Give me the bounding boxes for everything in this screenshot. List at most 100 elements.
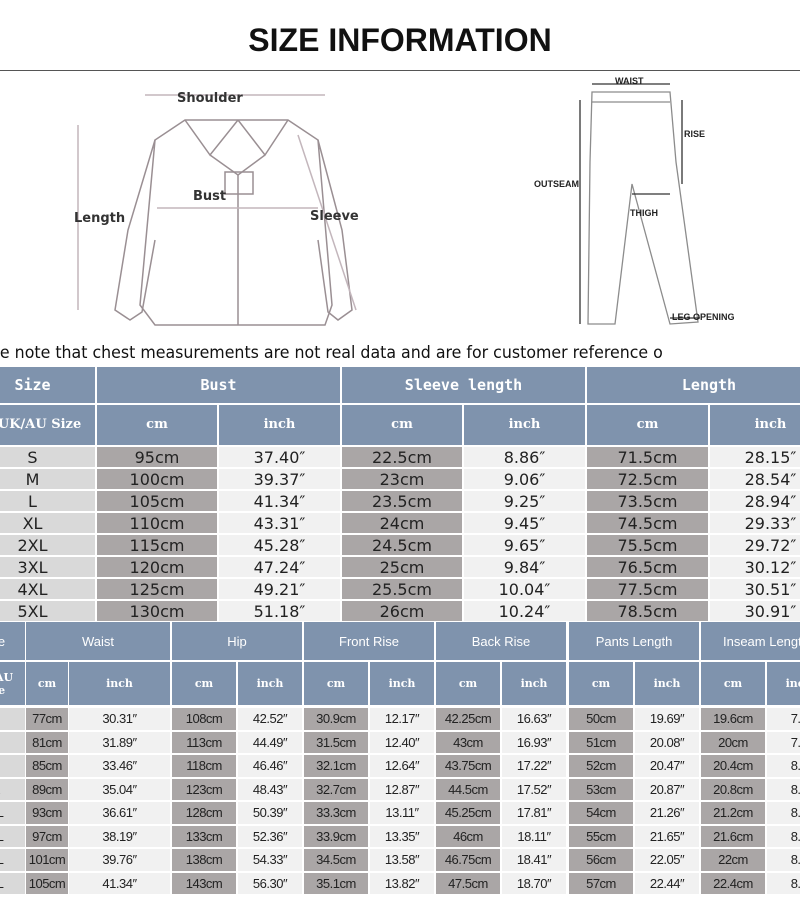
size-cell: 2XL [0,802,25,824]
measurement-cell: 24.5cm [342,535,462,555]
measurement-cell: 51cm [569,731,633,753]
measurement-cell: 30.9cm [304,708,368,730]
measurement-cell: 130cm [97,601,217,621]
measurement-cell: 29.33″ [710,513,800,533]
waist-label: WAIST [615,76,644,86]
measurement-cell: 12.40″ [370,731,434,753]
measurement-cell: 20.87″ [635,778,699,800]
measurement-cell: 20.08″ [635,731,699,753]
size-cell: 5XL [0,601,95,621]
measurement-cell: 10.04″ [464,579,585,599]
measurement-cell: 32.7cm [304,778,368,800]
measurement-cell: 9.65″ [464,535,585,555]
header-hip: Hip [172,622,302,660]
measurement-cell: 46cm [436,825,500,847]
measurement-cell: 26cm [342,601,462,621]
thigh-label: THIGH [630,208,658,218]
measurement-cell: 7.8 [767,731,800,753]
subheader-unit: cm [97,405,217,445]
measurement-cell: 46.75cm [436,849,500,871]
measurement-cell: 30.31″ [69,708,170,730]
measurement-cell: 13.82″ [370,872,434,894]
measurement-cell: 71.5cm [587,447,708,467]
measurement-cell: 8.5 [767,825,800,847]
measurement-cell: 101cm [26,849,68,871]
measurement-cell: 123cm [172,778,236,800]
measurement-cell: 25cm [342,557,462,577]
measurement-cell: 43.75cm [436,755,500,777]
measurement-cell: 42.52″ [238,708,302,730]
measurement-cell: 50.39″ [238,802,302,824]
measurement-cell: 105cm [26,872,68,894]
measurement-cell: 19.6cm [701,708,765,730]
measurement-cell: 28.94″ [710,491,800,511]
measurement-cell: 30.12″ [710,557,800,577]
header-length: Length [587,367,800,403]
measurement-cell: 52cm [569,755,633,777]
measurement-cell: 31.5cm [304,731,368,753]
measurement-cell: 57cm [569,872,633,894]
size-cell: 4XL [0,849,25,871]
measurement-cell: 74.5cm [587,513,708,533]
measurement-cell: 10.24″ [464,601,585,621]
measurement-cell: 7.7 [767,708,800,730]
size-cell: S [0,708,25,730]
measurement-cell: 53cm [569,778,633,800]
measurement-cell: 33.3cm [304,802,368,824]
size-cell: 3XL [0,557,95,577]
measurement-cell: 18.70″ [502,872,566,894]
measurement-note: ase note that chest measurements are not… [0,343,663,363]
header-inseam-length: Inseam Length [701,622,800,660]
header-size: Size [0,367,95,403]
measurement-cell: 50cm [569,708,633,730]
measurement-cell: 75.5cm [587,535,708,555]
header-size: Size [0,622,25,660]
subheader-size: UK/AU Size [0,662,25,705]
measurement-cell: 17.22″ [502,755,566,777]
measurement-cell: 95cm [97,447,217,467]
measurement-cell: 43.31″ [219,513,340,533]
measurement-cell: 16.93″ [502,731,566,753]
measurement-cell: 77.5cm [587,579,708,599]
leg-opening-label: LEG OPENING [672,312,735,322]
measurement-cell: 128cm [172,802,236,824]
measurement-cell: 31.89″ [69,731,170,753]
measurement-cell: 108cm [172,708,236,730]
measurement-cell: 39.37″ [219,469,340,489]
size-cell: 5XL [0,872,25,894]
size-cell: S [0,447,95,467]
measurement-cell: 51.18″ [219,601,340,621]
measurement-cell: 47.24″ [219,557,340,577]
measurement-cell: 54cm [569,802,633,824]
measurement-cell: 8.1 [767,778,800,800]
measurement-cell: 21.65″ [635,825,699,847]
subheader-unit: inch [238,662,302,705]
measurement-cell: 93cm [26,802,68,824]
measurement-cell: 28.54″ [710,469,800,489]
subheader-size: S/UK/AU Size [0,405,95,445]
measurement-cell: 9.45″ [464,513,585,533]
size-cell: M [0,469,95,489]
subheader-unit: cm [172,662,236,705]
measurement-cell: 45.28″ [219,535,340,555]
measurement-cell: 76.5cm [587,557,708,577]
measurement-cell: 32.1cm [304,755,368,777]
size-cell: 4XL [0,579,95,599]
subheader-unit: inch [635,662,699,705]
measurement-cell: 78.5cm [587,601,708,621]
measurement-cell: 17.52″ [502,778,566,800]
measurement-cell: 43cm [436,731,500,753]
measurement-cell: 48.43″ [238,778,302,800]
measurement-cell: 9.06″ [464,469,585,489]
measurement-cell: 12.87″ [370,778,434,800]
measurement-cell: 12.64″ [370,755,434,777]
shirt-diagram: Shoulder Bust Length Sleeve [74,91,359,326]
pants-diagram: WAIST RISE OUTSEAM THIGH LEG OPENING [534,76,735,325]
measurement-cell: 22.4cm [701,872,765,894]
subheader-unit: inch [767,662,800,705]
subheader-unit: inch [219,405,340,445]
measurement-cell: 25.5cm [342,579,462,599]
measurement-cell: 21.2cm [701,802,765,824]
measurement-cell: 9.84″ [464,557,585,577]
